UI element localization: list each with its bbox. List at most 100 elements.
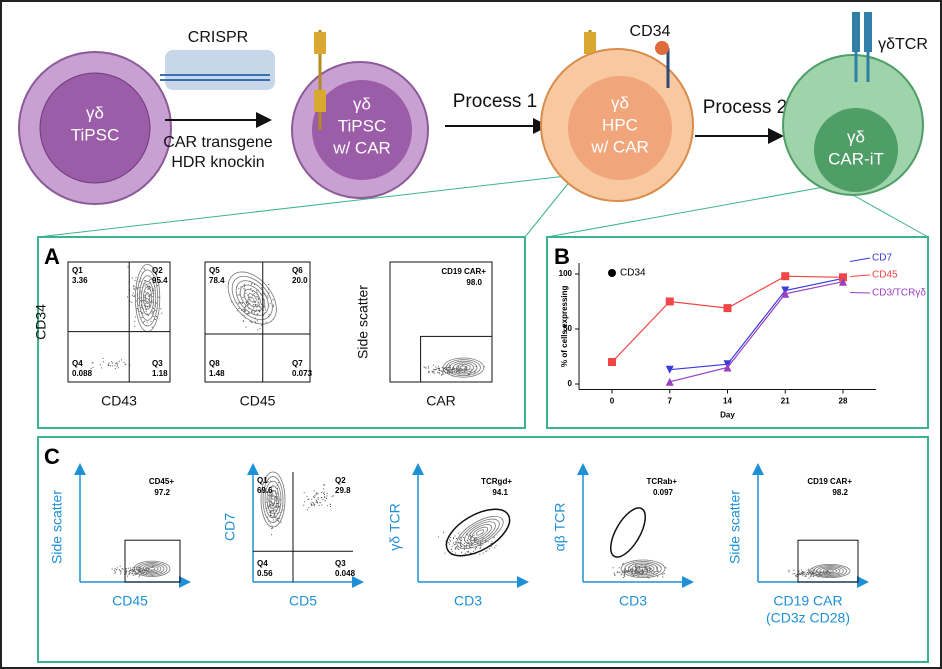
marker: [608, 358, 616, 366]
marker: [839, 273, 847, 282]
gate-name: CD19 CAR+: [441, 267, 486, 276]
label: CD34: [630, 23, 671, 40]
gate-name: Q4: [257, 559, 268, 568]
label: HDR knockin: [171, 154, 264, 171]
gate: [445, 508, 511, 557]
tcr-stalk: [854, 52, 870, 82]
y-tick-label: 100: [559, 269, 573, 278]
y-axis-label: Side scatter: [49, 490, 65, 564]
x-tick-label: 28: [839, 397, 848, 406]
panel-a-box: [37, 236, 526, 429]
contour: [143, 286, 153, 310]
contour: [812, 565, 848, 577]
nucleus: [814, 108, 898, 192]
series-line: [669, 277, 844, 371]
contour: [136, 561, 168, 576]
marker: [781, 272, 790, 281]
contour: [620, 559, 666, 579]
cell-label: TiPSC: [71, 125, 120, 144]
gate: [124, 539, 181, 583]
events: [265, 480, 334, 536]
gate-value: 0.048: [335, 569, 356, 578]
contour: [145, 565, 159, 572]
contour: [460, 518, 500, 547]
panel-label: A: [44, 244, 60, 269]
cell-label: CAR-iT: [828, 149, 884, 168]
cell-label: TiPSC: [338, 116, 387, 135]
marker: [723, 363, 732, 372]
nucleus: [39, 72, 151, 184]
contour: [631, 563, 655, 574]
gate-name: TCRab+: [647, 477, 678, 486]
contour: [270, 494, 276, 505]
x-axis-label: CD3: [619, 593, 647, 609]
x-axis-label: CAR: [426, 393, 456, 409]
contour: [235, 280, 269, 316]
nucleus: [568, 76, 672, 180]
contour: [449, 360, 478, 375]
x-tick-label: 0: [610, 397, 615, 406]
y-axis-label: CD34: [33, 304, 49, 340]
gate-name: TCRgd+: [481, 477, 512, 486]
label: γδTCR: [878, 36, 928, 53]
label: Process 2: [703, 97, 787, 118]
cell-label: γδ: [86, 103, 104, 122]
gate-name: Q8: [209, 359, 220, 368]
gate-value: 0.073: [292, 369, 313, 378]
contour: [816, 566, 844, 576]
contour: [635, 565, 651, 573]
gate-value: 29.8: [335, 486, 351, 495]
gate-value: 0.088: [72, 369, 93, 378]
panel-label: C: [44, 444, 60, 469]
contour: [243, 288, 261, 308]
legend-arrow: [849, 257, 871, 262]
contour: [139, 563, 165, 575]
contour: [136, 269, 159, 327]
contour: [471, 526, 489, 539]
connector: [37, 174, 576, 238]
label: CAR transgene: [163, 134, 272, 151]
contour: [262, 476, 284, 523]
contour: [268, 489, 278, 510]
gate-name: CD19 CAR+: [807, 477, 852, 486]
x-axis-label: CD45: [112, 593, 148, 609]
plot-frame: [67, 261, 171, 383]
marker: [723, 304, 732, 313]
y-axis-label: γδ TCR: [387, 503, 403, 550]
legend-label: CD3/TCRγδ: [872, 288, 926, 299]
gate-value: 97.2: [154, 488, 170, 497]
gate-value: 3.36: [72, 276, 88, 285]
nucleus: [312, 80, 412, 180]
contour: [822, 568, 838, 574]
contour: [239, 284, 265, 312]
marker: [781, 289, 790, 298]
x-axis-label: CD43: [101, 393, 137, 409]
gate-name: Q1: [72, 266, 83, 275]
contour: [456, 363, 471, 372]
contour: [446, 359, 481, 377]
contour: [227, 271, 277, 325]
gate-name: Q1: [257, 476, 268, 485]
x-axis-label: CD19 CAR: [773, 593, 842, 609]
cell-label: HPC: [602, 115, 638, 134]
x-axis-label: CD3: [454, 593, 482, 609]
contour: [826, 569, 834, 573]
contour: [624, 561, 662, 577]
contour: [138, 275, 157, 321]
gate-name: Q7: [292, 359, 303, 368]
legend-label: CD7: [872, 253, 892, 264]
cell-label: w/ CAR: [332, 138, 391, 157]
legend-label: CD34: [620, 268, 646, 279]
gate-value: 1.18: [152, 369, 168, 378]
gate-value: 69.6: [257, 486, 273, 495]
gate: [610, 507, 646, 558]
contour: [442, 357, 485, 378]
gate-name: Q3: [335, 559, 346, 568]
gate-value: 98.0: [466, 278, 482, 287]
legend-arrow: [849, 292, 871, 294]
dna: [160, 74, 270, 81]
tcr: [852, 12, 872, 52]
gate-value: 95.4: [152, 276, 168, 285]
gate: [797, 539, 859, 583]
